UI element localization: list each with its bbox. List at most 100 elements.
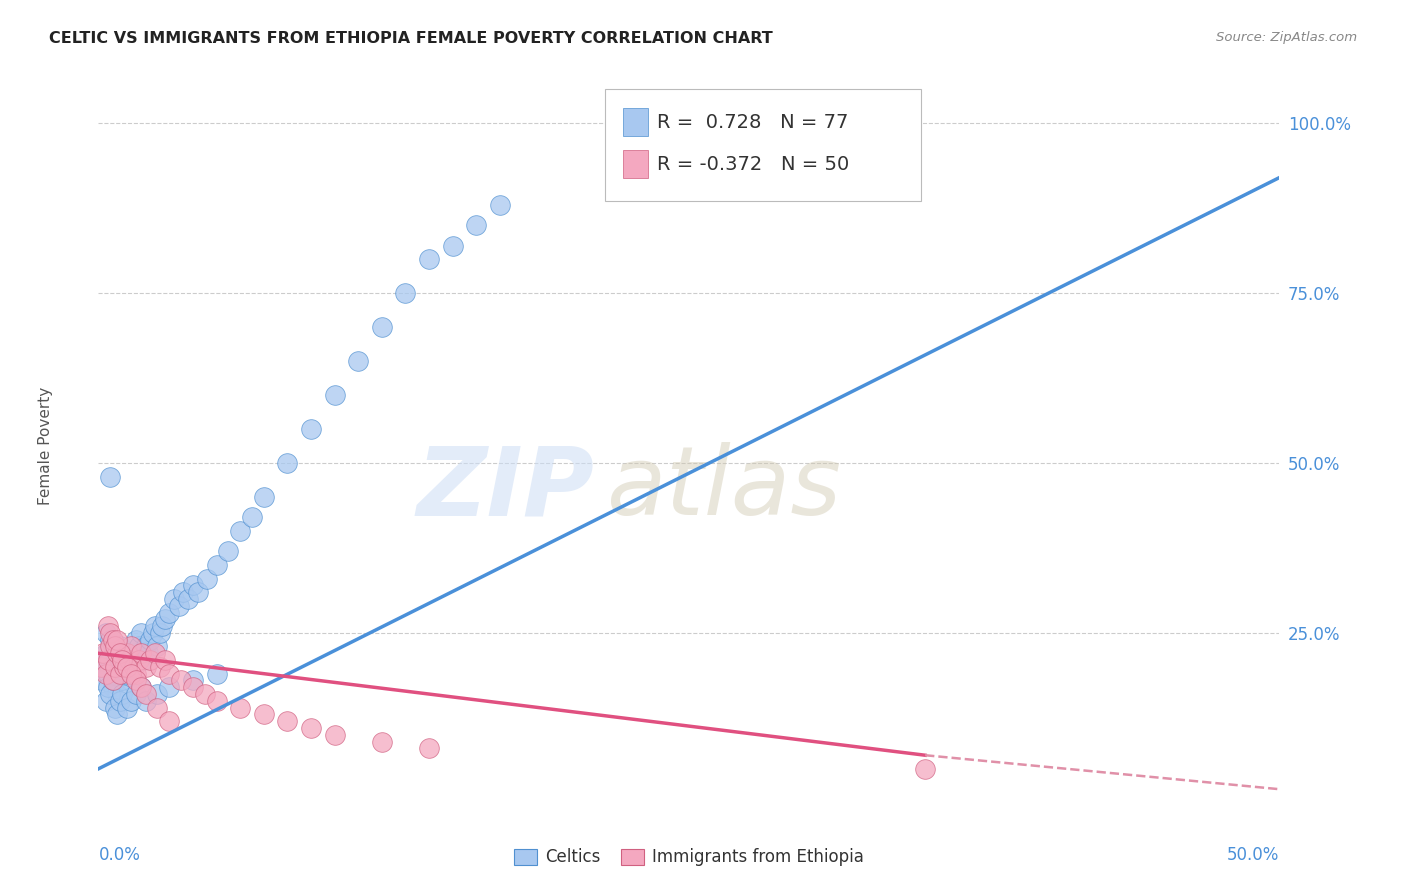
Point [108, 666, 131, 681]
Point [98, 653, 121, 667]
Point [418, 252, 440, 266]
Point [105, 632, 128, 647]
Point [112, 660, 135, 674]
Point [101, 632, 124, 647]
Point [125, 666, 148, 681]
Point [121, 640, 143, 654]
Point [118, 653, 141, 667]
Point [104, 673, 127, 688]
Point [371, 734, 394, 748]
Point [323, 388, 346, 402]
Point [181, 673, 204, 688]
Point [139, 653, 162, 667]
Point [153, 612, 176, 626]
Point [108, 640, 131, 654]
Point [101, 680, 124, 694]
Point [205, 666, 228, 681]
Point [253, 707, 276, 722]
Text: ZIP: ZIP [416, 442, 595, 535]
Point [157, 714, 180, 729]
Point [98, 687, 121, 701]
Point [97, 653, 120, 667]
Point [142, 626, 165, 640]
Point [157, 680, 180, 694]
Point [104, 660, 127, 674]
Point [121, 660, 143, 674]
Point [98, 632, 121, 647]
Point [90, 660, 112, 674]
Point [108, 694, 131, 708]
Point [157, 606, 180, 620]
Point [115, 646, 138, 660]
Point [125, 632, 148, 647]
Point [125, 687, 148, 701]
Point [94, 646, 117, 660]
Point [115, 660, 138, 674]
Point [90, 673, 112, 688]
Point [111, 653, 134, 667]
Point [97, 619, 120, 633]
Point [143, 619, 166, 633]
Point [98, 626, 121, 640]
Point [217, 544, 239, 558]
Point [276, 714, 298, 729]
Point [91, 660, 114, 674]
Point [167, 599, 190, 613]
Point [129, 626, 152, 640]
Point [101, 640, 124, 654]
Point [122, 660, 145, 674]
Point [129, 646, 152, 660]
Point [97, 680, 120, 694]
Point [111, 673, 134, 688]
Point [132, 653, 155, 667]
Point [914, 762, 936, 776]
Point [299, 721, 322, 735]
Point [105, 646, 128, 660]
Point [128, 640, 150, 654]
Point [104, 660, 127, 674]
Point [129, 680, 152, 694]
Point [94, 694, 117, 708]
Point [157, 666, 180, 681]
Point [229, 700, 252, 714]
Point [229, 524, 252, 538]
Text: CELTIC VS IMMIGRANTS FROM ETHIOPIA FEMALE POVERTY CORRELATION CHART: CELTIC VS IMMIGRANTS FROM ETHIOPIA FEMAL… [49, 31, 773, 46]
Point [177, 591, 200, 606]
Point [418, 741, 440, 756]
Point [111, 653, 134, 667]
Point [347, 354, 370, 368]
Point [150, 619, 173, 633]
Point [135, 687, 157, 701]
Point [253, 490, 276, 504]
Point [112, 646, 135, 660]
Point [101, 673, 124, 688]
Text: Source: ZipAtlas.com: Source: ZipAtlas.com [1216, 31, 1357, 45]
Point [94, 626, 117, 640]
Point [111, 687, 134, 701]
Point [146, 640, 169, 654]
Point [111, 660, 134, 674]
Point [172, 585, 194, 599]
Text: atlas: atlas [606, 442, 841, 535]
Point [146, 700, 169, 714]
Point [121, 694, 143, 708]
Point [394, 286, 416, 301]
Point [98, 640, 121, 654]
Point [135, 640, 157, 654]
Point [441, 238, 464, 252]
Text: R =  0.728   N = 77: R = 0.728 N = 77 [657, 112, 848, 132]
Point [181, 680, 204, 694]
Point [108, 653, 131, 667]
Point [118, 653, 141, 667]
Point [143, 646, 166, 660]
Text: R = -0.372   N = 50: R = -0.372 N = 50 [657, 154, 849, 174]
Point [146, 687, 169, 701]
Point [195, 572, 218, 586]
Point [194, 687, 217, 701]
Point [101, 673, 124, 688]
Point [105, 707, 128, 722]
Point [371, 320, 394, 334]
Point [105, 666, 128, 681]
Point [97, 666, 120, 681]
Point [108, 646, 131, 660]
